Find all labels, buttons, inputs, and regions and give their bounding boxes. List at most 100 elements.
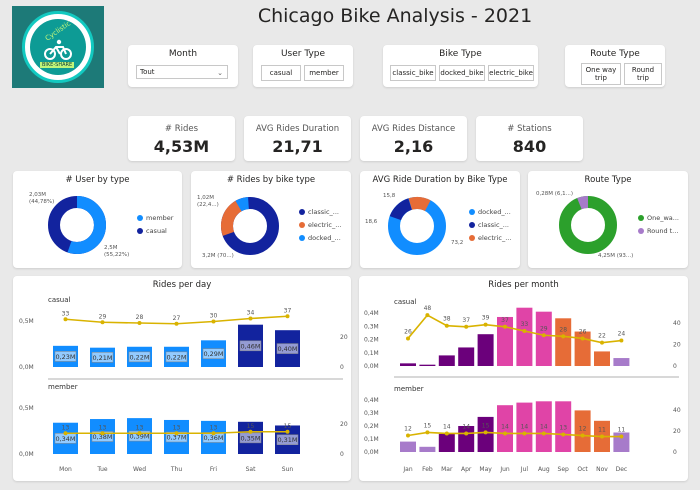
x-tick-label: Mon [59,466,72,473]
bar [613,432,630,452]
data-label: 0,37M [166,433,186,441]
x-tick-label: Jan [402,466,412,473]
data-label: 0,22M [166,353,186,361]
data-label: 0,35M [240,434,260,442]
line-point [541,431,546,436]
line-label: 37 [462,317,470,324]
line-point [406,336,410,341]
data-label-box [128,430,151,442]
rides-per-month-chart[interactable]: casual 0,4M 0,3M 0,2M 0,1M 0,0M 40 20 0 26 48 38 37 3… [359,276,688,481]
donut-label: 2,03M (44,78%) [29,192,55,205]
legend-item[interactable]: Round t... [638,227,679,235]
route-type-round-button[interactable]: Round trip [624,63,662,85]
legend-item[interactable]: electric_... [299,221,341,229]
month-slicer-title: Month [168,49,198,59]
legend-item[interactable]: docked_... [469,208,511,216]
x-tick-label: Feb [422,466,433,473]
line-point [174,321,179,326]
line-label: 13 [173,424,181,431]
user-type-slicer-title: User Type [280,49,326,59]
x-tick-label: Sun [282,466,294,473]
line-point [541,333,546,338]
legend-item[interactable]: member [137,214,173,222]
kpi-rides: # Rides 4,53M [128,116,235,161]
line-label: 26 [579,328,587,335]
rides-by-bike-donut[interactable] [220,196,280,256]
bar [594,351,610,366]
donut-label: 18,6 [365,219,378,225]
x-tick-label: Jun [499,466,510,473]
line-label: 15 [284,423,292,430]
y2-tick-label: 40 [673,407,681,414]
bike-type-electric-button[interactable]: electric_bike [488,65,534,81]
month-slicer: Month Tout ⌄ [128,45,238,87]
donut-label: 2,5M (55,22%) [104,245,130,258]
x-tick-label: Aug [538,466,550,473]
month-dropdown[interactable]: Tout ⌄ [136,65,228,79]
avg-duration-title: AVG Ride Duration by Bike Type [372,175,508,185]
kpi-label: AVG Rides Duration [255,124,340,134]
data-label: 0,36M [203,434,223,442]
bike-type-docked-button[interactable]: docked_bike [439,65,485,81]
bar [574,331,591,366]
line-point [600,434,604,439]
y-tick-label: 0,1M [364,436,379,443]
legend-item[interactable]: casual [137,227,173,235]
line-label: 24 [618,331,626,338]
y-tick-label: 0,4M [364,397,379,404]
legend-item[interactable]: docked_... [299,234,341,242]
rides-per-month-card: Rides per month casual 0,4M 0,3M 0,2M 0,1M 0,… [359,276,688,481]
line-label: 11 [598,427,606,434]
user-by-type-donut[interactable] [47,195,107,255]
line-label: 34 [247,310,255,317]
line-label: 28 [136,314,144,321]
line-point [285,314,290,319]
legend-item[interactable]: One_wa... [638,214,679,222]
kpi-label: # Rides [164,124,199,134]
line-label: 22 [598,333,606,340]
rides-by-bike-title: # Rides by bike type [226,175,316,185]
rides-per-day-title: Rides per day [152,280,212,290]
avg-duration-card: AVG Ride Duration by Bike Type 15,8 18,6… [360,171,520,268]
data-label-box [54,351,77,362]
logo-subtext: BIKE-SHARE [40,62,75,68]
bar [400,441,416,452]
y-tick-label: 0,0M [19,364,34,371]
bike-type-classic-button[interactable]: classic_bike [390,65,436,81]
route-type-oneway-button[interactable]: One way trip [581,63,621,85]
legend-item[interactable]: classic_... [299,208,341,216]
avg-duration-donut[interactable] [387,196,447,256]
series-label: casual [48,296,71,304]
x-tick-label: Dec [616,466,628,473]
kpi-label: AVG Rides Distance [371,124,456,134]
x-tick-label: May [479,466,492,473]
y-tick-label: 0,3M [364,410,379,417]
rides-per-day-chart[interactable]: casual 0,5M 0,0M 20 0 0,23M 0,21M 0,22M 0,22M 0,2… [13,276,351,481]
route-type-title: Route Type [584,175,632,185]
donut-label: 3,2M (70...) [202,253,234,259]
line-point [285,429,290,434]
y2-tick-label: 0 [673,363,677,370]
y2-tick-label: 20 [340,334,348,341]
bar [419,364,436,366]
line-point [100,320,105,325]
legend-item[interactable]: electric_... [469,234,511,242]
y-tick-label: 0,1M [364,350,379,357]
x-tick-label: Mar [441,466,453,473]
line-label: 37 [501,317,509,324]
line-label: 14 [501,423,509,430]
user-type-casual-button[interactable]: casual [261,65,301,81]
bar [497,316,513,366]
kpi-value: 840 [512,137,547,156]
bar [477,334,494,366]
route-type-donut[interactable] [558,195,618,255]
x-tick-label: Sep [558,466,570,473]
y2-tick-label: 20 [673,428,681,435]
user-type-member-button[interactable]: member [304,65,344,81]
route-type-card: Route Type 0,28M (6,1...) 4,25M (93...) … [528,171,688,268]
legend-item[interactable]: classic_... [469,221,511,229]
kpi-value: 4,53M [153,137,210,156]
cyclistic-logo: Cyclistic BIKE-SHARE [12,6,104,88]
x-tick-label: Jul [520,466,529,473]
route-type-slicer-title: Route Type [590,49,640,59]
